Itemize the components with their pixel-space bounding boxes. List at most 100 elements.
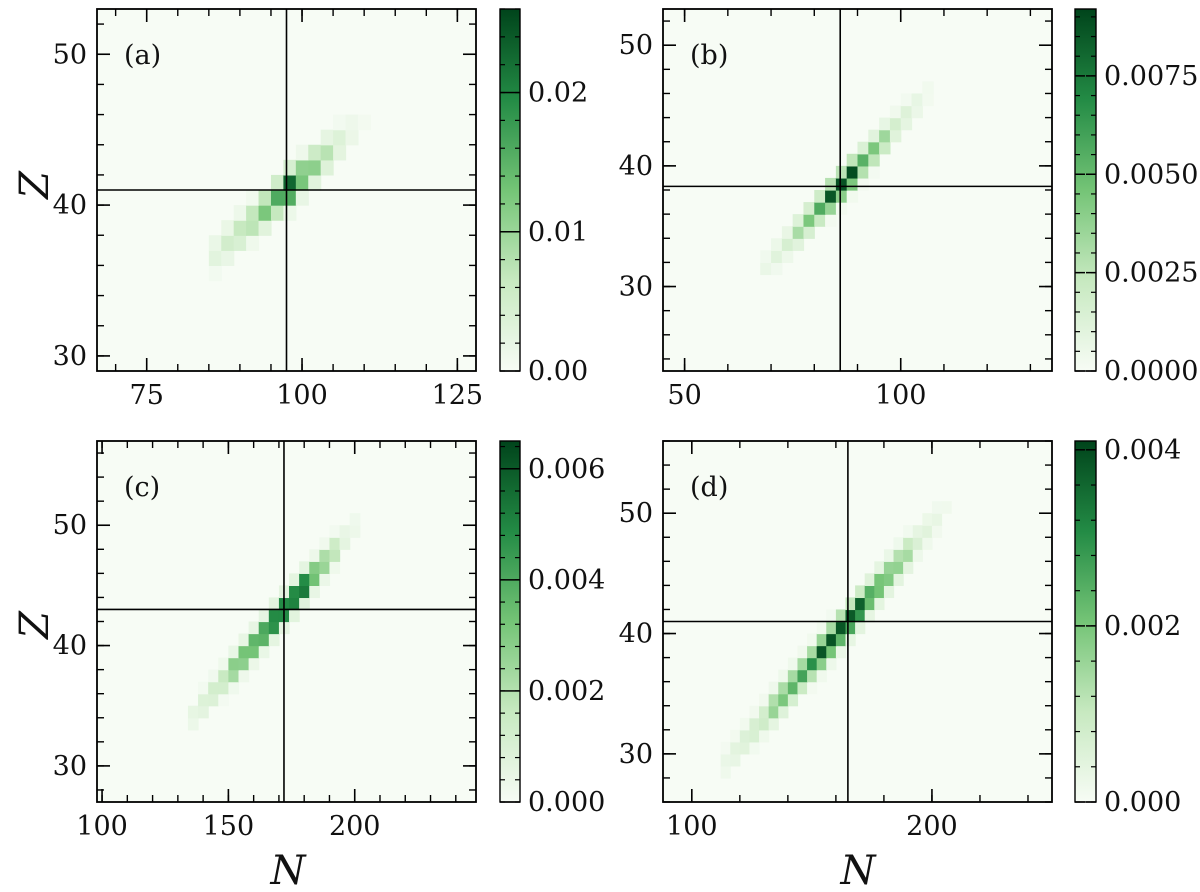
heatmap-cell: [857, 177, 869, 191]
colorbar-tick-label: 0.0050: [1104, 159, 1198, 190]
heatmap-cell: [889, 105, 902, 119]
heatmap-cell: [720, 741, 731, 755]
heatmap-cell: [308, 144, 322, 161]
heatmap-cell: [903, 537, 914, 550]
colorbar-tick-label: 0.02: [528, 78, 588, 109]
heatmap-cell: [289, 609, 300, 623]
heatmap-cell: [329, 537, 341, 550]
heatmap-cell: [874, 561, 885, 574]
heatmap-cell: [768, 717, 779, 731]
heatmap-cell: [228, 669, 240, 683]
heatmap-cell: [816, 657, 827, 671]
heatmap-cell: [807, 657, 818, 671]
heatmap-cell: [329, 525, 341, 538]
heatmap-cell: [218, 681, 229, 695]
heatmap-cell: [845, 597, 856, 611]
y-tick-label: 30: [619, 739, 653, 770]
heatmap-cell: [308, 174, 322, 191]
heatmap-cell: [218, 693, 229, 707]
heatmap-cell: [846, 153, 859, 167]
heatmap-cell: [208, 235, 222, 251]
heatmap-cell: [319, 561, 331, 574]
heatmap-cell: [826, 657, 837, 671]
heatmap-cell: [889, 117, 902, 131]
heatmap-cell: [238, 669, 250, 683]
heatmap-cell: [879, 129, 891, 143]
heatmap-cell: [792, 226, 805, 239]
heatmap-cell: [864, 585, 875, 599]
heatmap-cell: [768, 693, 779, 707]
heatmap-cell: [835, 633, 847, 647]
heatmap-cell: [857, 165, 869, 179]
heatmap-cell: [768, 705, 779, 719]
heatmap-cell: [268, 633, 280, 647]
x-tick-label: 50: [667, 380, 701, 411]
heatmap-cell: [233, 205, 247, 221]
x-tick-label: 75: [130, 380, 164, 411]
heatmap-cell: [233, 220, 247, 236]
heatmap-cell: [730, 741, 741, 755]
colorbar-tick-label: 0.004: [528, 565, 605, 596]
heatmap-cell: [814, 214, 826, 227]
heatmap-cell: [739, 729, 751, 743]
heatmap-cell: [787, 693, 799, 707]
heatmap-cell: [911, 105, 923, 119]
heatmap-cell: [893, 573, 904, 586]
heatmap-cell: [309, 549, 320, 562]
heatmap-cells: [760, 81, 934, 276]
heatmap-cell: [289, 573, 300, 586]
heatmap-cell: [295, 190, 309, 206]
panel-b: 50 100 30 40 50 (b) 0.0000 0.0025 0.0050 0.0075: [619, 8, 1198, 411]
x-tick-label: 125: [432, 380, 484, 411]
plot-frame: [662, 8, 1053, 372]
heatmap-cell: [771, 238, 783, 251]
heatmap-cell: [826, 645, 837, 659]
heatmap-cell: [320, 159, 334, 176]
heatmap-cell: [826, 621, 837, 635]
heatmap-cell: [846, 165, 859, 179]
heatmap-cell: [258, 645, 270, 659]
heatmap-cell: [883, 585, 895, 599]
heatmap-cell: [868, 153, 880, 167]
heatmap-cell: [903, 549, 914, 562]
heatmap-cell: [319, 549, 331, 562]
x-axis-label-left: N: [270, 848, 308, 892]
heatmap-cell: [218, 669, 229, 683]
heatmap-cell: [864, 609, 875, 623]
heatmap-cell: [931, 525, 943, 538]
heatmap-cell: [922, 525, 933, 538]
y-tick-label: 30: [619, 272, 653, 303]
heatmap-cell: [228, 681, 240, 695]
heatmap-cell: [730, 753, 741, 767]
heatmap-cell: [855, 585, 866, 599]
heatmap-cell: [889, 129, 902, 143]
heatmap-cell: [295, 174, 309, 191]
heatmap-cell: [835, 645, 847, 659]
heatmap-cell: [759, 729, 770, 743]
colorbar: [499, 8, 521, 372]
heatmap-cell: [299, 585, 310, 599]
heatmap-cell: [238, 633, 250, 647]
heatmap-cell: [912, 549, 923, 562]
heatmap-cell: [768, 681, 779, 695]
heatmap-cell: [900, 105, 913, 119]
y-tick-label: 30: [53, 751, 87, 782]
heatmap-cell: [295, 144, 309, 161]
heatmap-cell: [187, 717, 199, 731]
heatmap-cell: [835, 609, 847, 623]
heatmap-cell: [345, 114, 359, 131]
heatmap-cell: [893, 549, 904, 562]
heatmap-cell: [778, 669, 789, 683]
heatmap-cell: [931, 513, 943, 526]
heatmap-cell: [787, 681, 799, 695]
x-tick-label: 100: [875, 380, 927, 411]
heatmap-cell: [270, 190, 284, 206]
heatmap-cell: [187, 705, 199, 719]
heatmap-cell: [349, 525, 361, 538]
y-tick-label: 50: [619, 498, 653, 529]
y-tick-label: 30: [53, 341, 87, 372]
heatmap-cell: [883, 573, 895, 586]
heatmap-cell: [846, 177, 859, 191]
heatmap-cell: [248, 657, 260, 671]
